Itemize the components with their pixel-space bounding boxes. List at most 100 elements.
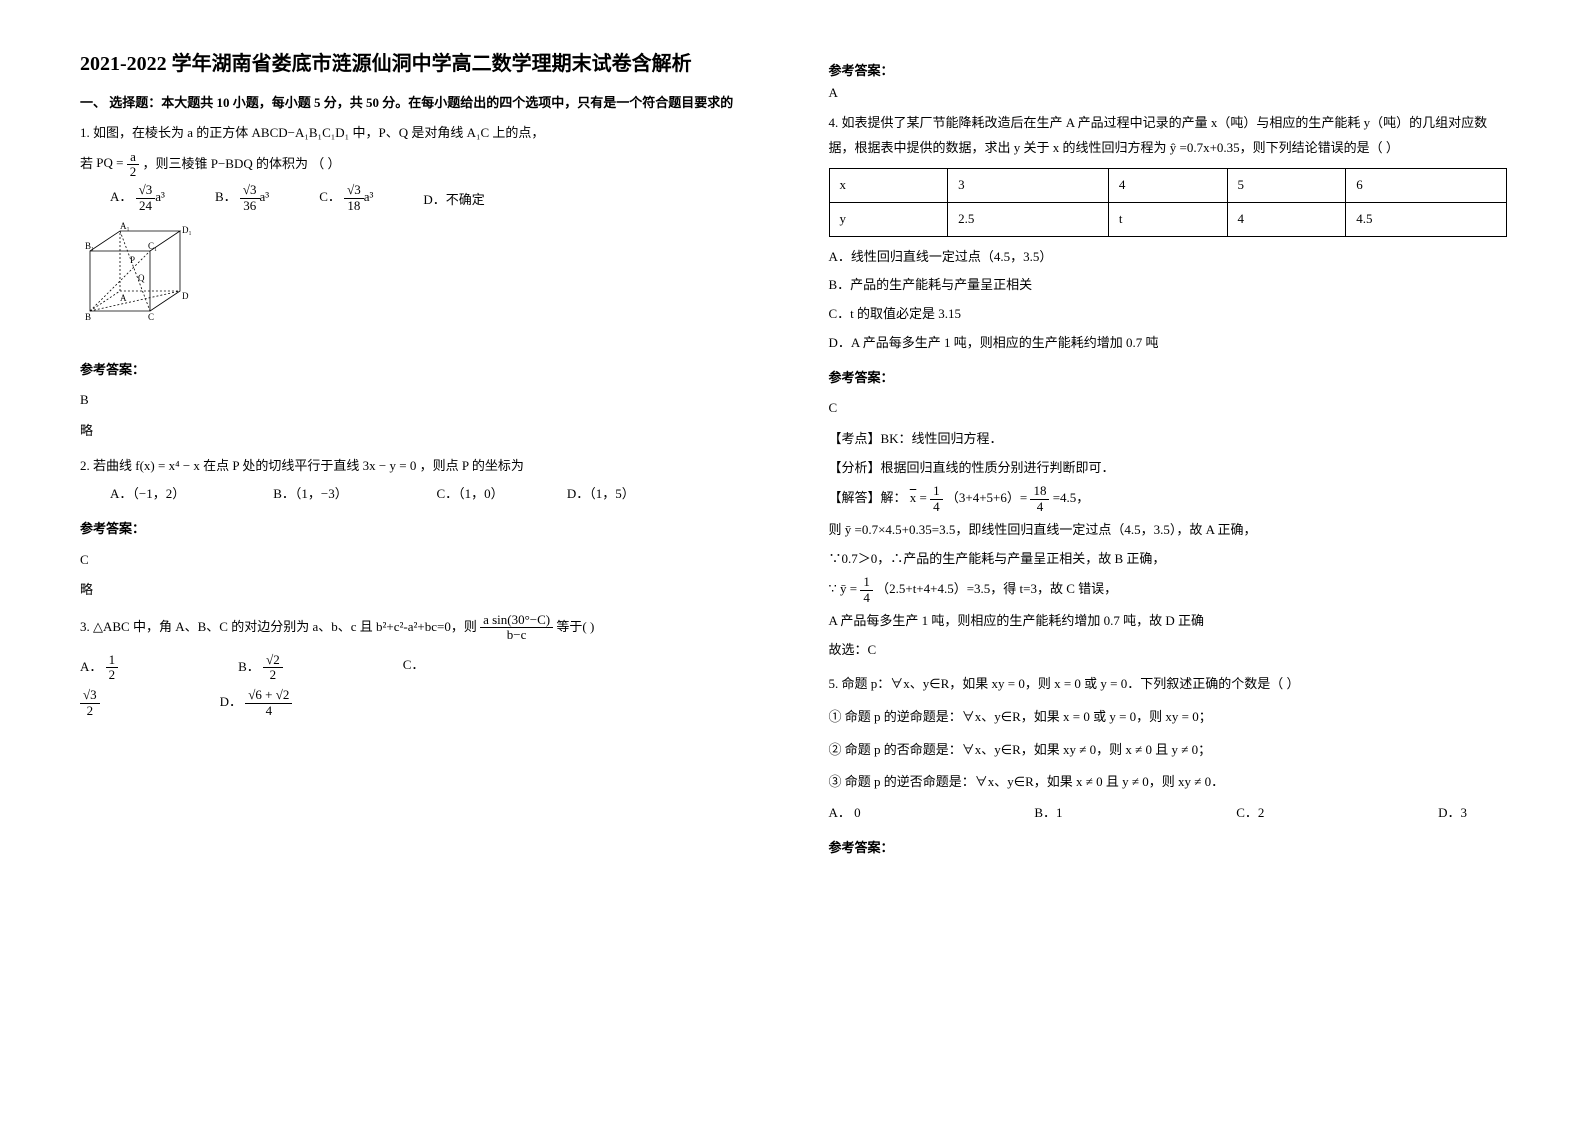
val: =4.5， — [1053, 490, 1090, 505]
svg-text:D₁: D₁ — [182, 225, 192, 235]
q1-expl: 略 — [80, 419, 759, 444]
pq-frac: a 2 — [127, 150, 140, 180]
q4-answer-label: 参考答案： — [829, 366, 1508, 391]
svg-text:C: C — [148, 312, 154, 322]
q3-answer: A — [829, 85, 1508, 101]
q1-opt-d: D．不确定 — [423, 188, 484, 213]
n: 1 — [930, 484, 943, 499]
n: a sin(30°−C) — [480, 613, 553, 628]
q1-opt-a: A． √324a³ — [110, 183, 165, 213]
q3-pre: 3. △ABC 中，角 A、B、C 的对边分别为 a、b、c 且 b²+c²-a… — [80, 619, 477, 634]
q4-answer: C — [829, 396, 1508, 421]
mid: （3+4+5+6）= — [946, 490, 1027, 505]
pq-num: a — [127, 150, 140, 165]
q3-options-row1: A． 12 B． √22 C． — [80, 653, 759, 683]
q4-final: 故选：C — [829, 638, 1508, 663]
d: 18 — [344, 199, 364, 213]
svg-text:C₁: C₁ — [148, 241, 157, 251]
pq-label: PQ — [96, 155, 113, 170]
cell: t — [1108, 203, 1227, 237]
n: √3 — [240, 183, 260, 198]
svg-text:D: D — [182, 291, 189, 301]
q4-prompt: 4. 如表提供了某厂节能降耗改造后在生产 A 产品过程中记录的产量 x（吨）与相… — [829, 111, 1508, 160]
q1-opt-c: C． √318a³ — [319, 183, 373, 213]
right-column: 参考答案： A 4. 如表提供了某厂节能降耗改造后在生产 A 产品过程中记录的产… — [794, 50, 1528, 1072]
d: 24 — [136, 199, 156, 213]
q3-prompt: 3. △ABC 中，角 A、B、C 的对边分别为 a、b、c 且 b²+c²-a… — [80, 613, 759, 643]
q2-expl: 略 — [80, 578, 759, 603]
label: 【解答】解： — [829, 490, 907, 505]
n2: 18 — [1030, 484, 1049, 499]
q5-s3: ③ 命题 p 的逆否命题是：∀x、y∈R，如果 x ≠ 0 且 y ≠ 0，则 … — [829, 770, 1508, 795]
question-2: 2. 若曲线 f(x) = x⁴ − x 在点 P 处的切线平行于直线 3x −… — [80, 454, 759, 603]
d: 2 — [263, 668, 283, 682]
n: √3 — [344, 183, 364, 198]
svg-text:A₁: A₁ — [120, 221, 130, 231]
pq-eq: PQ = a 2 — [96, 155, 142, 170]
section-1-heading: 一、 选择题：本大题共 10 小题，每小题 5 分，共 50 分。在每小题给出的… — [80, 92, 759, 111]
n: √2 — [263, 653, 283, 668]
q1-prompt-a: 1. 如图，在棱长为 a 的正方体 ABCD−A₁B₁C₁D₁ 中，P、Q 是对… — [80, 121, 759, 146]
q1-options-row1: A． √324a³ B． √336a³ C． √318a³ D．不确定 — [110, 183, 759, 213]
question-1: 1. 如图，在棱长为 a 的正方体 ABCD−A₁B₁C₁D₁ 中，P、Q 是对… — [80, 121, 759, 444]
d: 2 — [80, 704, 100, 718]
q2-opt-a: A．（−1，2） — [110, 482, 270, 507]
left-column: 2021-2022 学年湖南省娄底市涟源仙洞中学高二数学理期末试卷含解析 一、 … — [60, 50, 794, 1072]
q3-opt-c-val: √32 — [80, 688, 100, 718]
page-title: 2021-2022 学年湖南省娄底市涟源仙洞中学高二数学理期末试卷含解析 — [80, 50, 759, 78]
cell: 4 — [1108, 169, 1227, 203]
q2-answer: C — [80, 548, 759, 573]
q3-frac: a sin(30°−C) b−c — [480, 613, 553, 643]
q1-mid: ，则三棱锥 P−BDQ 的体积为 （ ） — [142, 155, 340, 170]
table-row: y 2.5 t 4 4.5 — [829, 203, 1507, 237]
q3-opt-b: B． √22 — [238, 653, 283, 683]
q2-prompt: 2. 若曲线 f(x) = x⁴ − x 在点 P 处的切线平行于直线 3x −… — [80, 454, 759, 479]
q3-opt-c: C． — [403, 653, 425, 683]
label: B． — [215, 189, 237, 204]
d2: 4 — [1030, 500, 1049, 514]
suf: a³ — [155, 189, 165, 204]
q2-opt-d: D．（1，5） — [567, 482, 635, 507]
q5-s2: ② 命题 p 的否命题是：∀x、y∈R，如果 xy ≠ 0，则 x ≠ 0 且 … — [829, 738, 1508, 763]
cell: 6 — [1346, 169, 1507, 203]
q5-s1: ① 命题 p 的逆命题是：∀x、y∈R，如果 x = 0 或 y = 0，则 x… — [829, 705, 1508, 730]
suf: a³ — [364, 189, 374, 204]
q2-answer-label: 参考答案： — [80, 517, 759, 542]
question-5: 5. 命题 p：∀x、y∈R，如果 xy = 0，则 x = 0 或 y = 0… — [829, 672, 1508, 860]
svg-text:B: B — [85, 312, 91, 322]
q4-b-line: ∵0.7＞0，∴产品的生产能耗与产量呈正相关，故 B 正确， — [829, 547, 1508, 572]
cell: 5 — [1227, 169, 1346, 203]
suf: a³ — [260, 189, 270, 204]
q2-opt-c: C．（1，0） — [437, 482, 504, 507]
q1-opt-b: B． √336a³ — [215, 183, 269, 213]
q5-options: A． 0 B．1 C．2 D．3 — [829, 801, 1508, 826]
q1-answer: B — [80, 388, 759, 413]
n: √3 — [80, 688, 100, 703]
l: B． — [238, 658, 260, 673]
label: C． — [319, 189, 341, 204]
q3-post: 等于( ) — [556, 619, 594, 634]
n: √6 + √2 — [245, 688, 292, 703]
q5-prompt: 5. 命题 p：∀x、y∈R，如果 xy = 0，则 x = 0 或 y = 0… — [829, 672, 1508, 697]
q3-opt-d: D． √6 + √24 — [220, 688, 293, 718]
l: D． — [220, 694, 242, 709]
q1-answer-label: 参考答案： — [80, 358, 759, 383]
q5-answer-label: 参考答案： — [829, 836, 1508, 861]
q4-topic: 【考点】BK：线性回归方程． — [829, 427, 1508, 452]
n: 1 — [106, 653, 119, 668]
q4-xbar: 【解答】解： x = 14 （3+4+5+6）= 184 =4.5， — [829, 484, 1508, 514]
q2-opt-b: B．（1，−3） — [273, 482, 433, 507]
svg-text:P: P — [130, 255, 135, 265]
cell: 4.5 — [1346, 203, 1507, 237]
l: A． — [80, 658, 102, 673]
q4-opt-a: A．线性回归直线一定过点（4.5，3.5） — [829, 245, 1508, 270]
d: b−c — [480, 628, 553, 642]
q4-ybar-line: 则 ȳ =0.7×4.5+0.35=3.5，即线性回归直线一定过点（4.5，3.… — [829, 518, 1508, 543]
q2-options: A．（−1，2） B．（1，−3） C．（1，0） D．（1，5） — [110, 482, 759, 507]
q5-opt-d: D．3 — [1438, 801, 1467, 826]
cube-diagram: B₁A₁ C₁D₁ BA CD PQ — [80, 221, 200, 331]
n: 1 — [860, 575, 873, 590]
q3-opt-a: A． 12 — [80, 653, 118, 683]
q4-opt-d: D．A 产品每多生产 1 吨，则相应的生产能耗约增加 0.7 吨 — [829, 331, 1508, 356]
d: 36 — [240, 199, 260, 213]
